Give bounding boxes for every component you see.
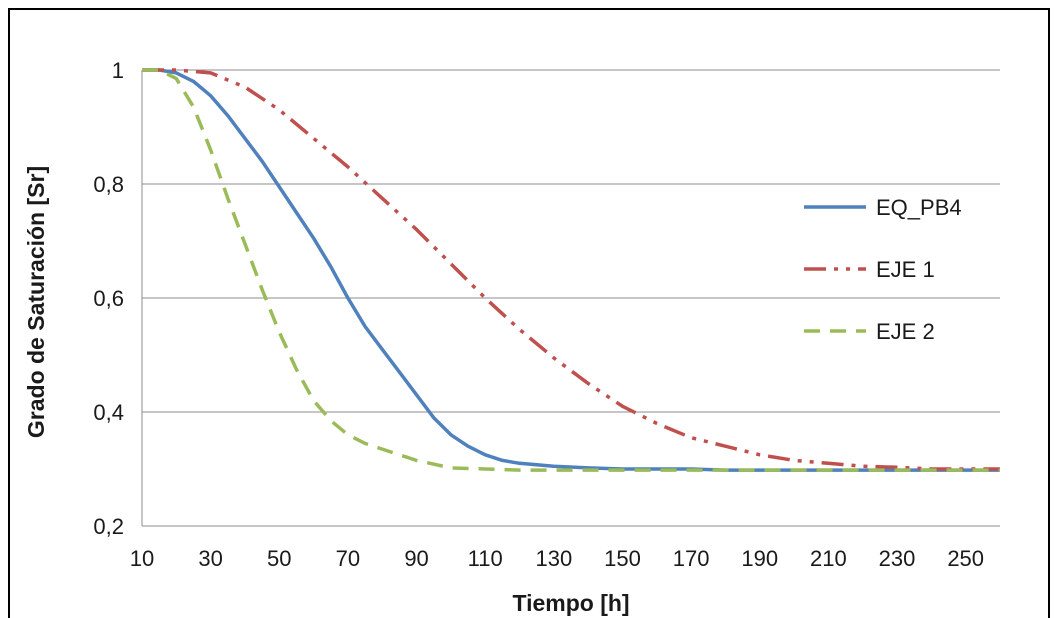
x-tick-label: 150 (604, 546, 641, 571)
legend-label-3: EJE 2 (876, 319, 935, 344)
legend-label-1: EQ_PB4 (876, 195, 962, 220)
series-line-3 (142, 68, 1000, 472)
x-tick-label: 250 (947, 546, 984, 571)
x-tick-label: 70 (336, 546, 360, 571)
legend-label-2: EJE 1 (876, 257, 935, 282)
y-tick-label: 1 (112, 58, 124, 83)
y-tick-label: 0,4 (93, 400, 124, 425)
series-line-2 (142, 68, 1000, 471)
y-tick-label: 0,2 (93, 514, 124, 539)
x-tick-label: 170 (673, 546, 710, 571)
x-tick-label: 190 (741, 546, 778, 571)
y-axis-title: Grado de Saturación [Sr] (23, 166, 49, 438)
x-tick-label: 110 (468, 546, 503, 571)
x-tick-label: 30 (198, 546, 222, 571)
x-tick-label: 230 (879, 546, 916, 571)
x-tick-label: 90 (404, 546, 428, 571)
x-tick-label: 10 (130, 546, 154, 571)
series-line-1 (142, 68, 1000, 472)
x-tick-label: 50 (267, 546, 291, 571)
y-tick-label: 0,8 (93, 172, 124, 197)
x-tick-label: 210 (810, 546, 847, 571)
chart-border (8, 8, 1050, 618)
y-tick-label: 0,6 (93, 286, 124, 311)
x-tick-label: 130 (535, 546, 572, 571)
x-axis-title: Tiempo [h] (512, 590, 629, 616)
